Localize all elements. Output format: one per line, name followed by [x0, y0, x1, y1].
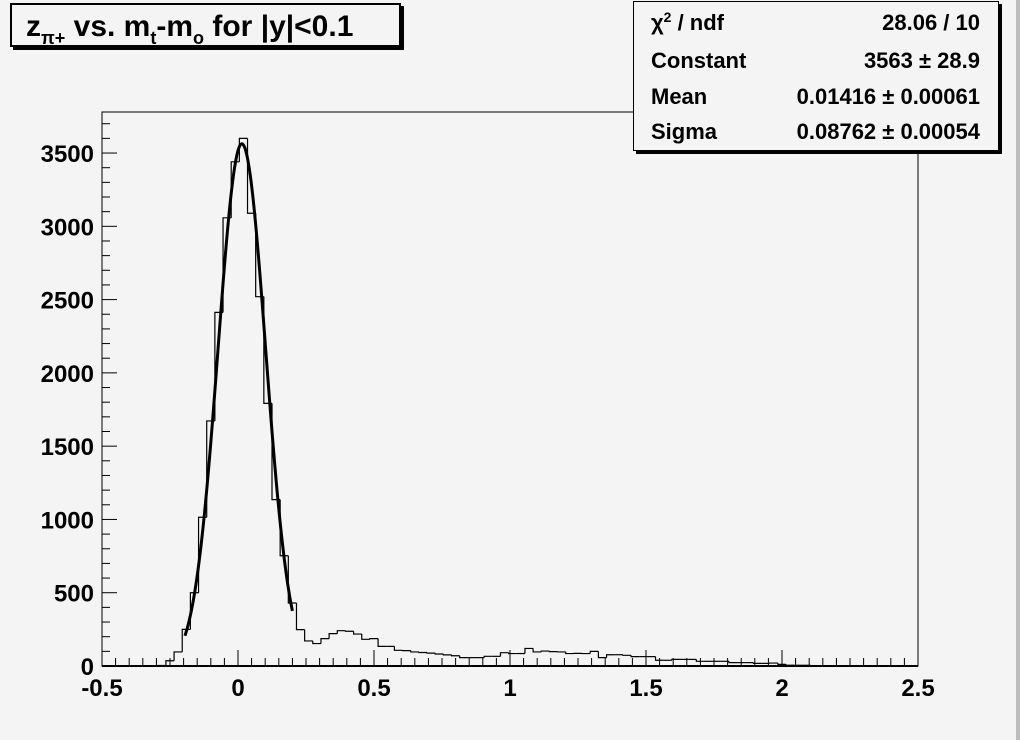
- canvas-edge: [1016, 0, 1020, 740]
- histogram-bin: [312, 640, 321, 645]
- histogram-bin: [304, 629, 313, 642]
- x-tick-label: 2: [775, 675, 788, 702]
- histogram-bin: [336, 630, 346, 634]
- title-text: z: [26, 10, 41, 43]
- histogram-bin: [353, 631, 362, 635]
- histogram-bin: [295, 602, 305, 631]
- fit-stats-box: χ2 / ndf 28.06 / 10 Constant 3563 ± 28.9…: [633, 1, 999, 151]
- histogram-bin: [173, 651, 183, 661]
- histogram-bin: [508, 652, 517, 655]
- stat-label: Mean: [651, 84, 708, 109]
- histogram-bin: [165, 660, 175, 666]
- y-tick-label: 0: [81, 654, 94, 681]
- stat-label: Sigma: [651, 119, 718, 144]
- histogram-bin: [434, 653, 444, 655]
- gaussian-fit-curve: [183, 142, 294, 637]
- histogram-bin: [565, 651, 574, 655]
- x-tick-label: 2.5: [901, 675, 934, 702]
- y-tick-label: 500: [54, 581, 94, 608]
- stat-value: 0.01416 ± 0.00061: [796, 84, 980, 109]
- histogram-bin: [426, 652, 436, 654]
- stat-label-text: / ndf: [671, 10, 725, 35]
- histogram-bin: [344, 630, 354, 632]
- title-text: vs. m: [65, 10, 151, 43]
- stat-row-chi2: χ2 / ndf 28.06 / 10: [651, 8, 980, 38]
- x-tick-label: -0.5: [81, 675, 122, 702]
- histogram-bin: [728, 661, 738, 664]
- histogram-bin: [622, 654, 632, 656]
- chi-symbol: χ: [651, 10, 664, 35]
- stat-row-sigma: Sigma 0.08762 ± 0.00054: [651, 117, 980, 147]
- title-subscript: π+: [41, 28, 66, 48]
- y-tick-label: 2000: [41, 361, 94, 388]
- title-text: -m: [156, 10, 194, 43]
- x-tick-label: 0.5: [357, 675, 390, 702]
- histogram-bin: [752, 662, 762, 664]
- histogram-bin: [671, 658, 680, 661]
- histogram-bin: [532, 648, 542, 653]
- histogram-bin: [361, 634, 370, 640]
- histogram-bin: [410, 650, 419, 653]
- y-tick-label: 1500: [41, 434, 94, 461]
- histogram-bin: [418, 651, 428, 654]
- stat-value: 28.06 / 10: [882, 10, 980, 35]
- title-subscript: t: [150, 28, 157, 48]
- y-tick-label: 1000: [41, 507, 94, 534]
- title-text: for |y|<0.1: [204, 10, 354, 43]
- histogram-bin: [320, 637, 330, 644]
- histogram-bin: [597, 651, 607, 659]
- x-tick-label: 1.5: [629, 675, 662, 702]
- stat-value: 0.08762 ± 0.00054: [796, 119, 980, 144]
- stat-label: Constant: [651, 48, 747, 73]
- superscript: 2: [663, 9, 672, 25]
- histogram-bin: [499, 652, 509, 657]
- axis-ticks: [101, 123, 919, 667]
- histogram-bin: [695, 659, 705, 662]
- stat-value: 3563 ± 28.9: [863, 48, 980, 73]
- x-tick-label: 1: [503, 675, 516, 702]
- y-tick-label: 3000: [41, 214, 94, 241]
- title-subscript: o: [193, 28, 205, 48]
- histogram-bin: [630, 655, 640, 658]
- y-tick-label: 2500: [41, 288, 94, 315]
- x-tick-label: 0: [231, 675, 244, 702]
- histogram-bin: [483, 655, 493, 658]
- histogram-bin: [238, 137, 248, 162]
- histogram-bin: [777, 663, 787, 665]
- histogram-bin: [377, 638, 387, 647]
- y-tick-label: 3500: [41, 141, 94, 168]
- histogram-bin: [654, 656, 664, 661]
- histogram-bin: [589, 650, 599, 654]
- histogram-bin: [450, 654, 460, 657]
- histogram-bin: [605, 654, 615, 658]
- histogram-bin: [393, 646, 403, 651]
- stat-label: χ2 / ndf: [651, 10, 724, 36]
- histogram-bin: [524, 647, 534, 654]
- histogram-bin: [328, 633, 338, 639]
- histogram-bin: [369, 637, 379, 640]
- histogram-bin: [287, 555, 297, 604]
- histogram-bin: [442, 653, 452, 656]
- histogram-bin: [548, 651, 558, 653]
- stat-row-mean: Mean 0.01416 ± 0.00061: [651, 82, 980, 112]
- histogram-bin: [540, 650, 550, 652]
- plot-frame: [101, 111, 919, 667]
- chart-title: zπ+ vs. mt-mo for |y|<0.1: [10, 3, 401, 47]
- histogram-bin: [459, 655, 468, 659]
- stat-row-constant: Constant 3563 ± 28.9: [651, 46, 980, 76]
